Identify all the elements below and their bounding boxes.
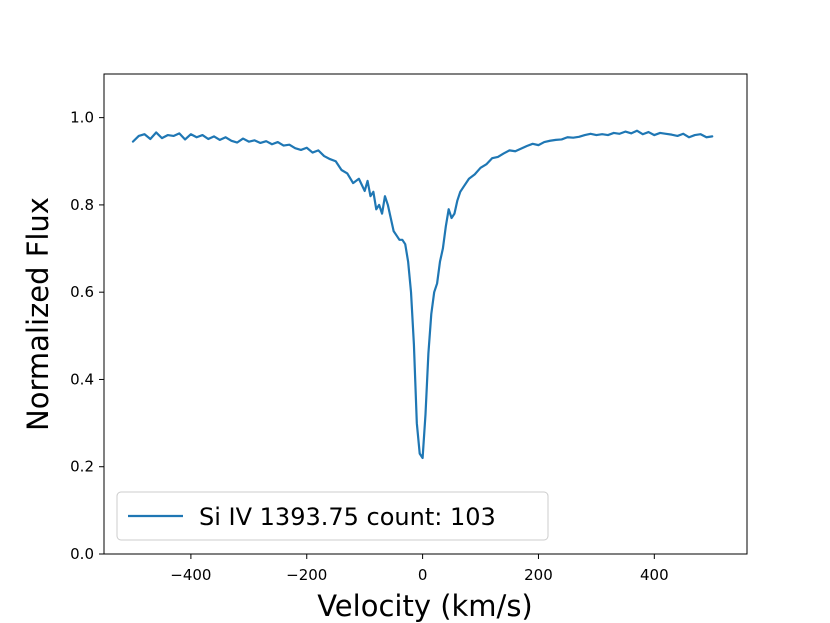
- x-axis-title: Velocity (km/s): [317, 589, 533, 623]
- plot-frame: [103, 73, 748, 555]
- series-layer: [131, 129, 714, 460]
- x-tick-label: −400: [170, 566, 211, 584]
- x-tick-label: 200: [524, 566, 553, 584]
- legend-box: [116, 491, 549, 541]
- y-tick-label: 0.6: [70, 283, 94, 301]
- y-tick-label: 0.4: [70, 370, 94, 388]
- x-tick-label: −200: [286, 566, 327, 584]
- y-axis-title: Normalized Flux: [21, 197, 55, 431]
- x-tick-label: 0: [418, 566, 428, 584]
- y-tick-label: 0.2: [70, 458, 94, 476]
- series-line-si-iv: [131, 129, 714, 460]
- y-tick-label: 1.0: [70, 109, 94, 127]
- y-tick-label: 0.0: [70, 545, 94, 563]
- legend: Si IV 1393.75 count: 103: [116, 491, 549, 541]
- y-tick-label: 0.8: [70, 196, 94, 214]
- x-tick-label: 400: [640, 566, 669, 584]
- ticks-layer: −400 −200 0 200 400 0.0 0.2 0.4 0.6 0.8 1.0: [70, 109, 668, 584]
- legend-label: Si IV 1393.75 count: 103: [199, 503, 496, 531]
